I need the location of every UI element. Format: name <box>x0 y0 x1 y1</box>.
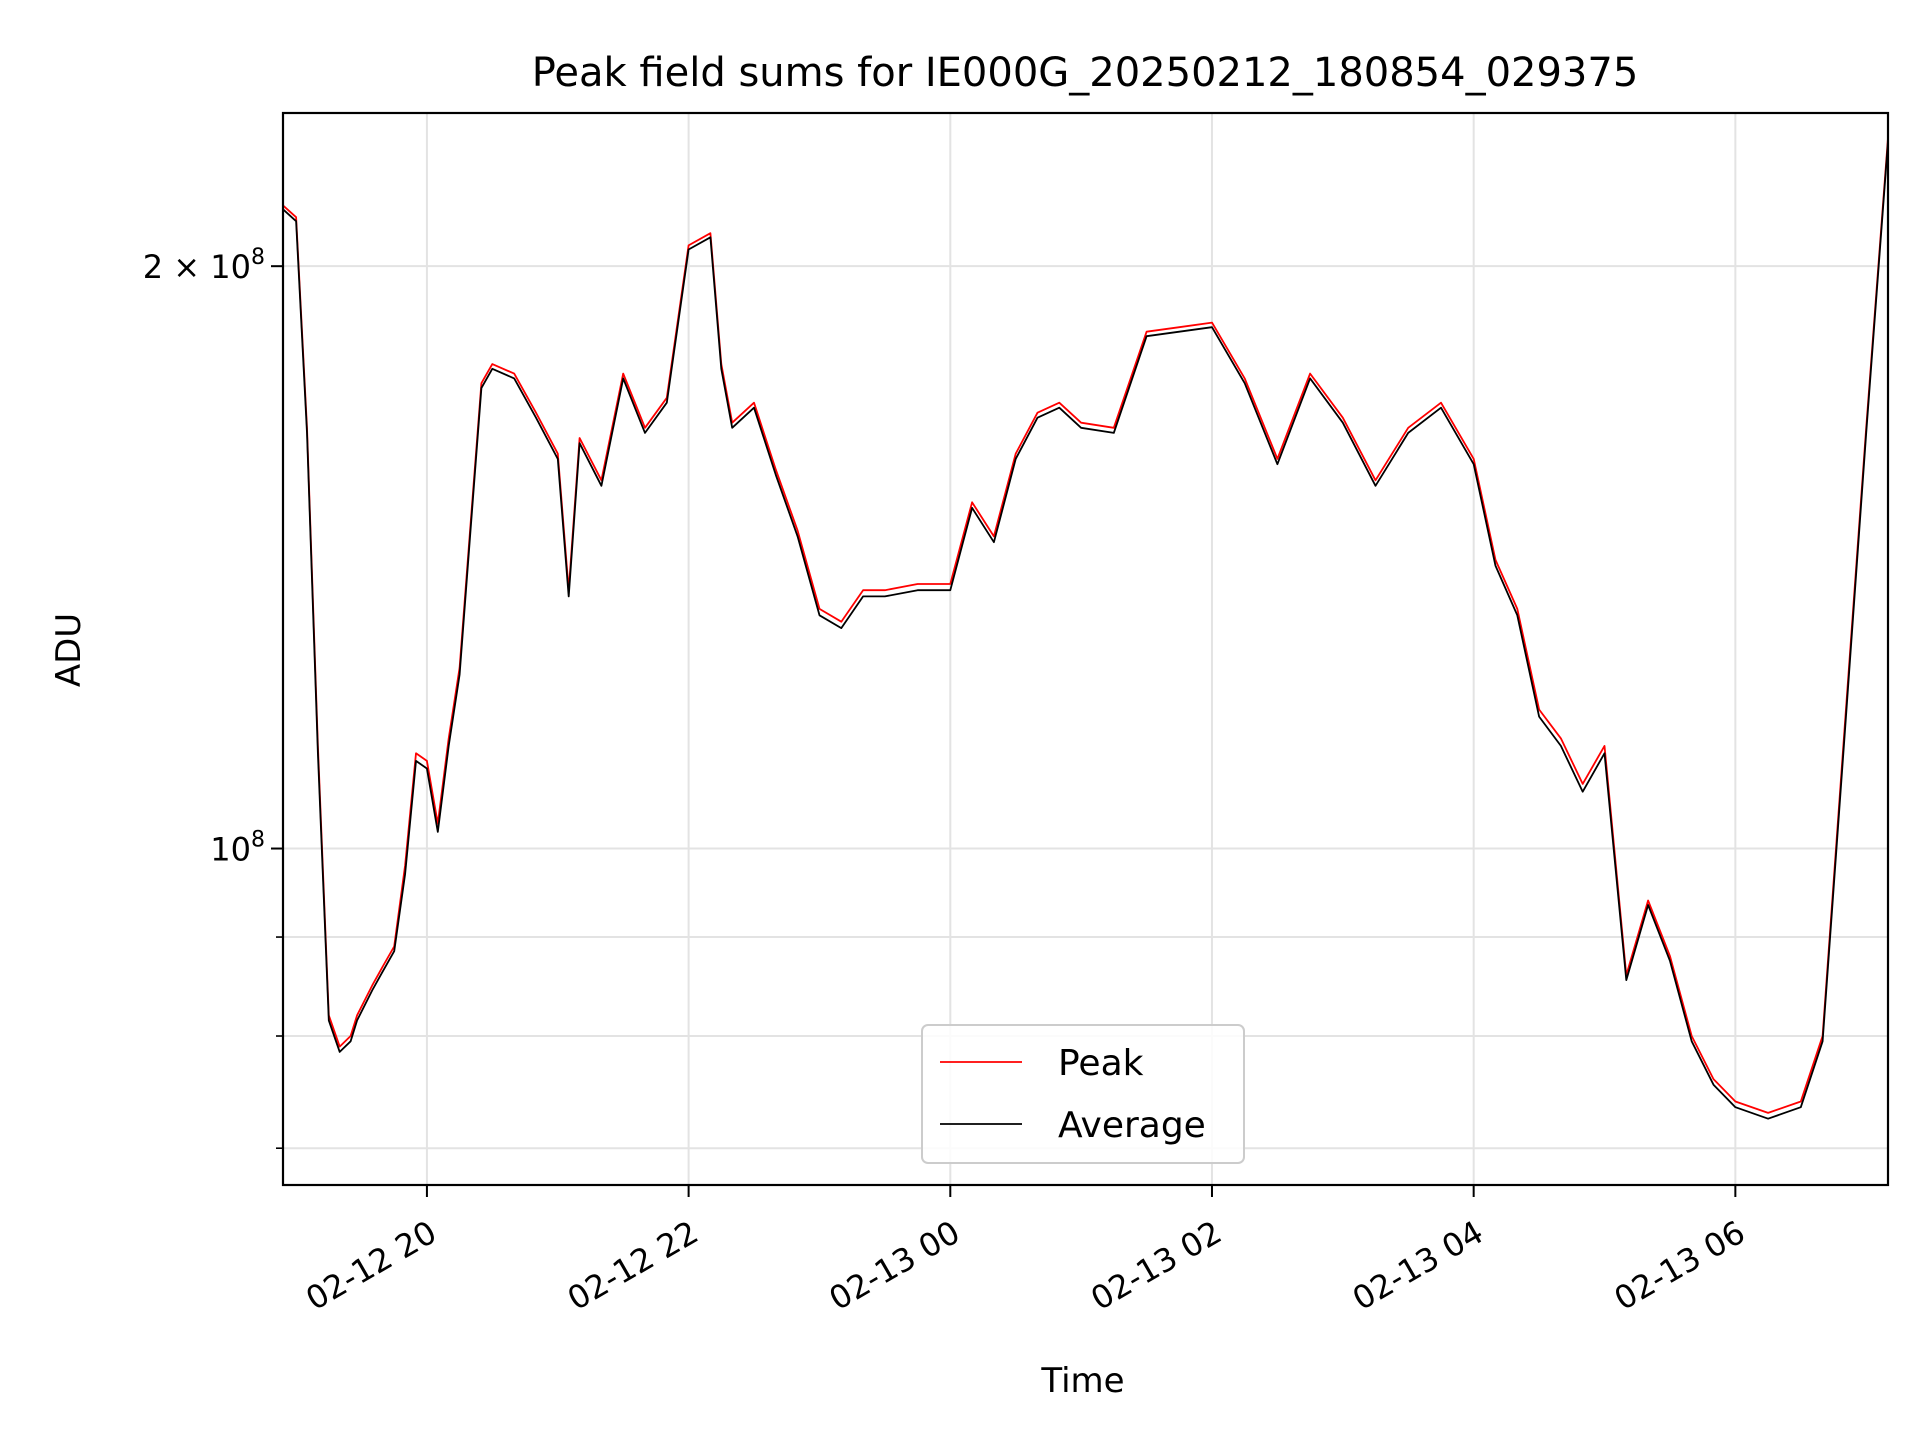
legend-label-peak: Peak <box>1058 1043 1144 1084</box>
series-line-average <box>282 141 1889 1120</box>
chart-title: Peak field sums for IE000G_20250212_1808… <box>532 50 1639 96</box>
x-axis-label: Time <box>1040 1361 1124 1401</box>
series-layer <box>282 137 1889 1120</box>
y-axis-label: ADU <box>49 613 89 687</box>
y-tick-label: 2 × 108 <box>143 245 265 286</box>
y-tick-label: 108 <box>210 828 265 869</box>
legend: Peak Average <box>921 1024 1245 1164</box>
series-line-peak <box>282 137 1889 1114</box>
grid-layer <box>283 113 1888 1185</box>
legend-box <box>921 1024 1245 1164</box>
plot-frame <box>281 111 1890 1187</box>
legend-label-average: Average <box>1058 1105 1206 1146</box>
